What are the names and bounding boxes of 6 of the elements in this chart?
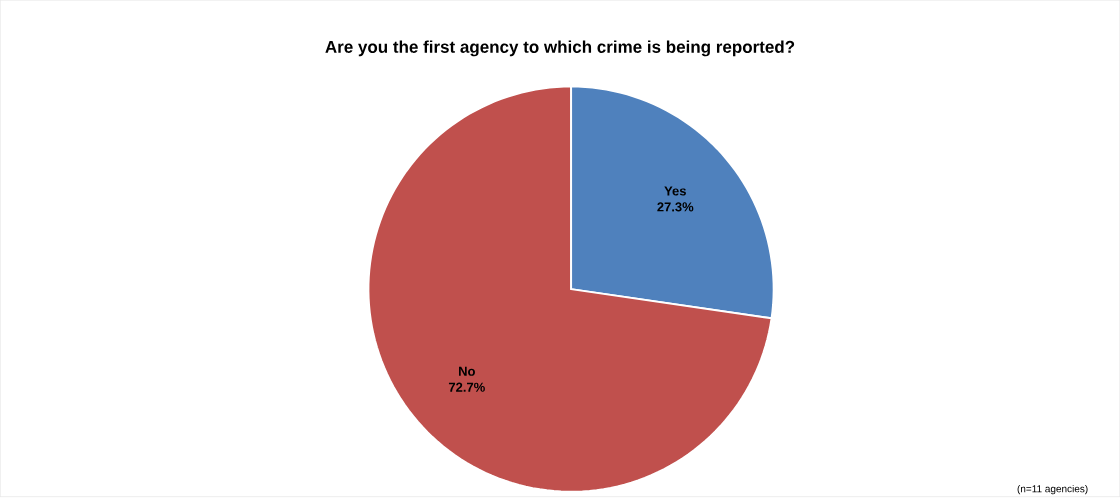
chart-title: Are you the first agency to which crime is being reported? [325, 40, 795, 57]
data-label: 72.7% [448, 382, 485, 392]
slice-label: Yes [664, 186, 686, 196]
text: (n=11 agencies) [1017, 485, 1088, 495]
slice-label: No [459, 366, 475, 377]
data-label: 27.3% [657, 202, 694, 212]
